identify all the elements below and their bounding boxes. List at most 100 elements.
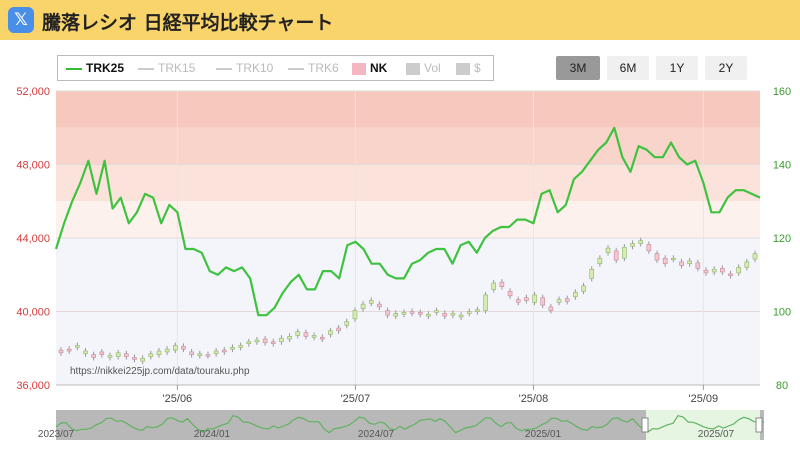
range-navigator[interactable]: 2023/07 2024/01 2024/07 2025/01 2025/07 (38, 410, 765, 440)
trk25-layer (54, 126, 761, 317)
candle (328, 330, 333, 335)
candle (720, 268, 725, 273)
ratio-band (56, 201, 760, 238)
left-tick-label: 52,000 (16, 86, 50, 98)
candle (262, 338, 268, 344)
navigator-label: 2024/07 (358, 429, 395, 440)
candle (295, 331, 301, 336)
candle (736, 267, 741, 274)
candle (507, 290, 513, 297)
legend-label: TRK25 (86, 61, 125, 75)
legend-label: NK (370, 61, 388, 75)
x-tick-label: '25/08 (519, 393, 549, 405)
candle (466, 311, 472, 314)
candle (744, 261, 750, 268)
ratio-band (56, 164, 760, 202)
candle (573, 291, 578, 298)
candle (254, 339, 260, 343)
right-tick-label: 140 (773, 160, 791, 172)
page-title: 騰落レシオ 日経平均比較チャート (42, 12, 334, 34)
candle (515, 299, 521, 303)
legend-trk10[interactable]: TRK10 (216, 56, 273, 80)
legend-dollar[interactable]: $ (456, 56, 481, 80)
candle (442, 313, 448, 317)
candle (303, 332, 309, 337)
candle (91, 354, 96, 358)
candle (173, 345, 178, 351)
candle (450, 313, 456, 316)
right-tick-label: 120 (773, 233, 791, 245)
legend-line-icon (138, 67, 154, 70)
candle (385, 310, 390, 316)
candle (434, 310, 439, 313)
candle (124, 353, 129, 357)
trk25-line (54, 126, 761, 317)
right-tick-label: 80 (776, 380, 788, 392)
legend-trk15[interactable]: TRK15 (138, 56, 195, 80)
left-tick-label: 36,000 (16, 380, 50, 392)
navigator-label: 2023/07 (38, 429, 75, 440)
legend-trk6[interactable]: TRK6 (288, 56, 339, 80)
candle (75, 345, 80, 348)
candle (752, 253, 758, 260)
legend-label: TRK15 (158, 61, 196, 75)
candle (83, 350, 88, 355)
candle (377, 303, 382, 308)
candle (671, 257, 676, 261)
candle (132, 357, 137, 360)
candle (622, 246, 627, 259)
legend: TRK25 TRK15 TRK10 TRK6 NK Vol $ (57, 55, 494, 81)
candle (540, 297, 546, 306)
candle (646, 244, 652, 252)
candle (107, 355, 113, 358)
candle (213, 350, 219, 355)
range-button-3m[interactable]: 3M (556, 56, 600, 80)
candle (401, 312, 407, 315)
candle (344, 321, 350, 326)
candle (99, 351, 105, 355)
candle (279, 337, 284, 343)
candle (336, 327, 341, 332)
candle (679, 261, 684, 266)
candle (230, 347, 235, 350)
candle (189, 351, 194, 355)
candle (687, 260, 692, 265)
candle (475, 309, 480, 312)
legend-line-icon (216, 67, 232, 70)
candle (499, 281, 505, 287)
candle (270, 341, 276, 344)
legend-trk25[interactable]: TRK25 (66, 56, 124, 80)
candle (662, 257, 668, 265)
candle (287, 336, 292, 340)
candle (556, 299, 562, 303)
candle (426, 313, 431, 317)
candle (548, 306, 554, 311)
x-tick-label: '25/07 (341, 393, 371, 405)
candle (205, 354, 211, 357)
candle (238, 345, 243, 348)
right-tick-label: 160 (773, 86, 791, 98)
range-button-6m[interactable]: 6M (607, 56, 649, 80)
x-logo-icon[interactable]: 𝕏 (8, 7, 34, 33)
x-axis: '25/06 '25/07 '25/08 '25/09 (56, 384, 760, 405)
range-button-1y[interactable]: 1Y (656, 56, 698, 80)
right-axis: 160 140 120 100 80 (773, 86, 791, 392)
legend-nk[interactable]: NK (352, 56, 387, 80)
x-tick-label: '25/06 (163, 393, 193, 405)
app-header: 𝕏 騰落レシオ 日経平均比較チャート (0, 0, 800, 40)
left-axis: 52,000 48,000 44,000 40,000 36,000 (16, 86, 50, 392)
candle (458, 314, 464, 318)
ratio-band (56, 91, 760, 128)
candle (246, 341, 252, 344)
candle (164, 348, 170, 353)
candle (491, 282, 497, 290)
range-button-2y[interactable]: 2Y (705, 56, 747, 80)
navigator-label: 2024/01 (194, 429, 231, 440)
candle (581, 285, 586, 292)
candle (409, 311, 415, 314)
ratio-band (56, 127, 760, 165)
legend-vol[interactable]: Vol (406, 56, 441, 80)
candle (58, 349, 64, 354)
candle (311, 335, 317, 338)
